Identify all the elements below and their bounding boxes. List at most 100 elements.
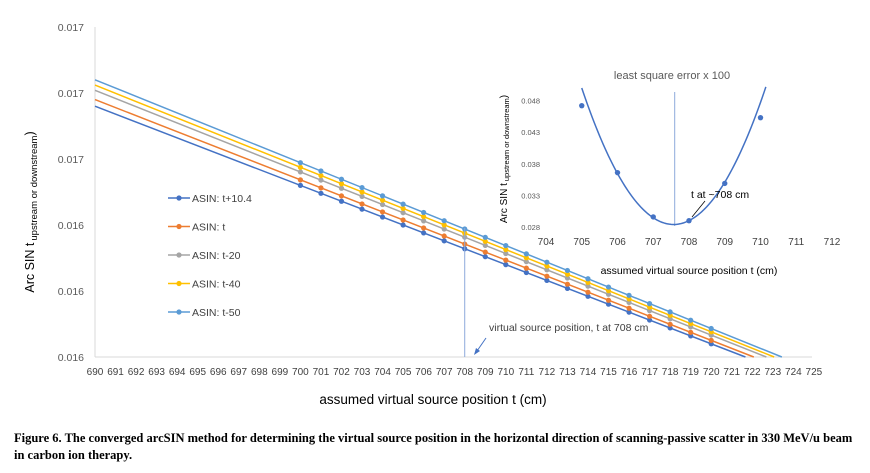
main-y-axis-title-sub: upstream or downstream — [29, 135, 40, 240]
main-series-marker — [523, 251, 529, 257]
main-series-marker — [400, 217, 406, 223]
main-series-marker — [400, 201, 406, 207]
main-x-tick-label: 717 — [641, 367, 658, 378]
inset-data-point — [614, 169, 621, 176]
main-series-marker — [626, 299, 632, 306]
main-series-marker — [544, 273, 550, 279]
main-y-tick-label: 0.017 — [58, 154, 84, 166]
main-series-marker — [359, 206, 365, 212]
main-series-marker — [338, 198, 345, 204]
main-series-marker — [359, 193, 365, 200]
main-series-marker — [605, 284, 612, 290]
main-series-lines — [94, 79, 783, 358]
main-series-marker — [421, 230, 427, 236]
inset-data-point — [757, 114, 764, 121]
main-series-marker — [297, 182, 303, 188]
main-series-marker — [379, 201, 386, 208]
main-series-marker — [544, 263, 550, 269]
main-series-marker — [564, 267, 571, 274]
main-series-marker — [688, 329, 694, 335]
main-series-marker — [626, 309, 632, 315]
inset-fit-curve — [581, 86, 767, 226]
legend-swatch-marker — [176, 280, 182, 287]
main-series-marker — [667, 309, 673, 315]
main-series-marker — [318, 190, 324, 196]
main-x-tick-label: 707 — [436, 367, 453, 378]
main-x-tick-label: 703 — [354, 367, 371, 378]
main-series-marker — [297, 177, 303, 183]
legend-swatch-marker — [176, 309, 182, 315]
main-series-marker — [523, 269, 529, 276]
main-series-marker — [482, 249, 488, 255]
main-series-marker — [585, 293, 591, 299]
main-x-tick-label: 709 — [477, 367, 494, 378]
main-x-tick-label: 692 — [128, 367, 145, 378]
inset-data-point — [650, 214, 656, 220]
main-series-marker — [441, 226, 447, 232]
main-x-tick-label: 702 — [333, 367, 350, 378]
inset-y-axis-title-main: Arc SIN t — [499, 183, 510, 223]
main-series-marker — [667, 325, 673, 331]
inset-y-tick-label: 0.048 — [521, 97, 540, 106]
main-series-marker — [379, 209, 386, 215]
inset-y-axis-title: Arc SIN tupstream or downstream) — [499, 95, 511, 223]
inset-x-tick-label: 704 — [538, 237, 555, 248]
main-series-line — [94, 84, 775, 358]
main-series-marker — [564, 271, 571, 277]
main-series-marker — [605, 288, 612, 294]
main-series-marker — [379, 193, 386, 199]
main-series-marker — [503, 246, 509, 253]
inset-y-tick-label: 0.043 — [521, 128, 540, 137]
main-x-tick-label: 694 — [169, 367, 186, 378]
main-series-marker — [338, 181, 345, 187]
main-series-marker — [441, 238, 447, 244]
main-series-marker — [626, 305, 632, 311]
main-series-marker — [708, 325, 714, 332]
main-series-marker — [338, 185, 345, 191]
main-y-axis-title: Arc SIN tupstream or downstream) — [23, 131, 40, 292]
main-x-tick-label: 693 — [148, 367, 165, 378]
main-series-marker — [318, 185, 324, 191]
main-annotation: virtual source position, t at 708 cm — [489, 322, 649, 334]
main-annotation-arrow — [476, 337, 487, 352]
inset-y-ticks: 0.028 0.033 0.038 0.043 0.048 — [521, 97, 540, 232]
main-series-marker — [338, 176, 345, 182]
inset-y-axis-title-sub: upstream or downstream — [502, 98, 511, 181]
main-series-marker — [605, 291, 612, 297]
main-series-marker — [297, 164, 303, 170]
main-series-marker — [585, 279, 591, 286]
main-series-marker — [338, 193, 345, 199]
inset-x-ticks: 704 705 706 707 708 709 710 711 712 — [538, 237, 841, 248]
main-series-marker — [379, 197, 386, 203]
main-series-marker — [688, 317, 694, 323]
main-x-tick-label: 698 — [251, 367, 268, 378]
main-series-marker — [503, 262, 509, 268]
main-series-marker — [626, 296, 632, 302]
main-series-marker — [564, 285, 571, 291]
main-series-marker — [605, 297, 612, 303]
main-x-tick-label: 711 — [518, 367, 534, 378]
legend-label: ASIN: t-20 — [192, 250, 241, 262]
main-y-tick-label: 0.017 — [58, 88, 84, 100]
main-x-tick-label: 714 — [580, 367, 597, 378]
main-x-tick-label: 724 — [785, 367, 802, 378]
main-series-marker — [359, 201, 365, 207]
main-x-tick-label: 715 — [600, 367, 617, 378]
main-x-tick-label: 695 — [189, 367, 206, 378]
main-series-marker — [564, 275, 571, 281]
inset-x-tick-label: 705 — [573, 237, 590, 248]
main-series-marker — [482, 242, 488, 248]
main-x-tick-label: 721 — [723, 367, 740, 378]
main-x-ticks: 690 691 692 693 694 695 696 697 698 699 700 701 702 7… — [87, 367, 823, 378]
main-x-tick-label: 720 — [703, 367, 720, 378]
main-series-marker — [503, 250, 509, 257]
main-series-marker — [523, 259, 529, 265]
main-series-marker — [523, 255, 529, 261]
main-series-marker — [482, 254, 488, 260]
legend-swatch-marker — [176, 195, 182, 201]
main-x-axis-title: assumed virtual source position t (cm) — [319, 392, 546, 407]
inset-x-axis-title: assumed virtual source position t (cm) — [601, 265, 778, 277]
main-series-marker — [318, 168, 324, 174]
inset-x-tick-label: 707 — [645, 237, 662, 248]
inset-annotation-leader — [691, 200, 706, 218]
